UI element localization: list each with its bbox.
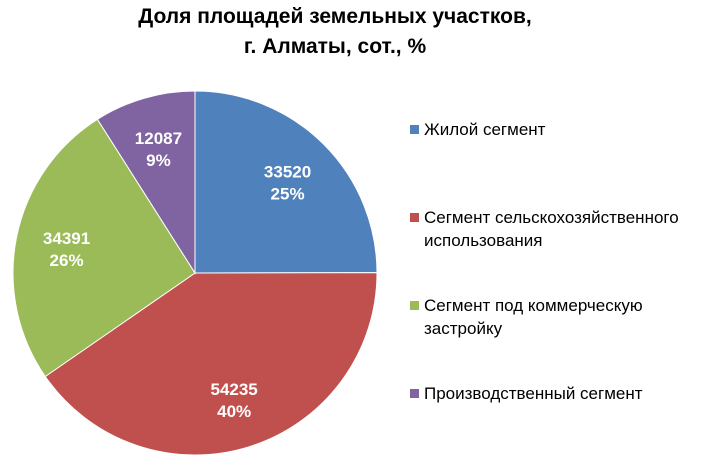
slice-value-label-agricultural: 54235: [210, 380, 257, 399]
slice-value-label-commercial: 34391: [43, 229, 90, 248]
legend-item-agricultural: Сегмент сельскохозяйственного использова…: [410, 206, 715, 252]
legend-item-commercial: Сегмент под коммерческую застройку: [410, 294, 715, 340]
slice-value-label-industrial: 12087: [135, 129, 182, 148]
slice-percent-label-industrial: 9%: [146, 151, 171, 170]
legend-label-commercial: Сегмент под коммерческую застройку: [424, 294, 715, 340]
legend-label-industrial-line-1: Производственный сегмент: [424, 384, 643, 403]
legend-swatch-residential: [410, 125, 419, 134]
legend-item-industrial: Производственный сегмент: [410, 382, 715, 405]
chart-title-line-1: Доля площадей земельных участков,: [138, 5, 532, 28]
legend-label-residential: Жилой сегмент: [424, 118, 715, 141]
pie-slice-commercial: [12, 118, 196, 378]
slice-percent-label-commercial: 26%: [50, 251, 84, 270]
legend-item-residential: Жилой сегмент: [410, 118, 715, 141]
legend-label-commercial-line-2: застройку: [424, 319, 503, 338]
pie-slice-residential: [194, 90, 378, 274]
legend-label-industrial: Производственный сегмент: [424, 382, 715, 405]
pie-slice-agricultural: [44, 272, 378, 456]
legend-swatch-commercial: [410, 301, 419, 310]
legend-swatch-agricultural: [410, 213, 419, 222]
pie-slice-industrial: [96, 90, 196, 275]
legend-label-agricultural-line-1: Сегмент сельскохозяйственного: [424, 208, 679, 227]
chart-title: Доля площадей земельных участков, г. Алм…: [0, 2, 670, 62]
legend-label-commercial-line-1: Сегмент под коммерческую: [424, 296, 643, 315]
chart-title-line-2: г. Алматы, сот., %: [243, 35, 427, 58]
legend-label-agricultural: Сегмент сельскохозяйственного использова…: [424, 206, 715, 252]
legend-swatch-industrial: [410, 389, 419, 398]
legend-label-residential-line-1: Жилой сегмент: [424, 120, 546, 139]
slice-value-label-residential: 33520: [264, 162, 311, 181]
slice-percent-label-agricultural: 40%: [217, 402, 251, 421]
slice-percent-label-residential: 25%: [271, 184, 305, 203]
legend-label-agricultural-line-2: использования: [424, 231, 543, 250]
